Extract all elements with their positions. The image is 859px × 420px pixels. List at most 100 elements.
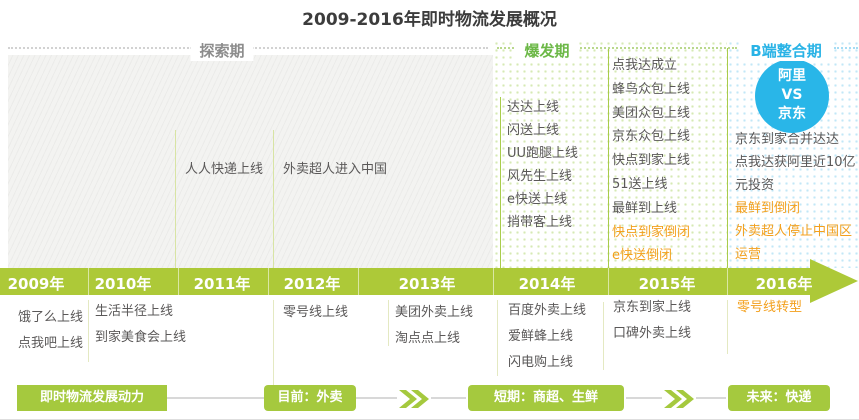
- event-item: 点我达成立: [612, 58, 678, 73]
- events-below-2016: 零号线转型: [737, 295, 802, 321]
- phase-label-exploration: 探索期: [190, 40, 254, 61]
- versus-top: 阿里: [778, 68, 806, 84]
- event-item-closed: 最鲜到倒闭: [735, 201, 801, 216]
- column-divider: [500, 97, 501, 268]
- flow-connector: [167, 397, 264, 399]
- dotted-leader: [834, 47, 858, 49]
- event-item: 零号线上线: [283, 305, 349, 320]
- timeline-arrowhead-icon: [810, 259, 858, 303]
- events-above-2012: 外卖超人进入中国: [283, 157, 387, 183]
- column-divider: [388, 300, 389, 346]
- phase-label-bside: B端整合期: [741, 40, 831, 61]
- event-item: 蜂鸟众包上线: [612, 81, 691, 97]
- event-item-closed: 快点到家倒闭: [612, 224, 691, 240]
- bar-divider: [358, 268, 359, 295]
- dotted-leader: [8, 47, 192, 49]
- dotted-leader: [497, 47, 737, 49]
- event-item: 生活半径上线: [95, 304, 174, 319]
- fast-forward-icon: [664, 390, 694, 412]
- event-item: 达达上线: [507, 100, 560, 115]
- year-label-2012: 2012年: [283, 275, 341, 293]
- event-item: 风先生上线: [507, 169, 573, 184]
- flow-label-box: 即时物流发展动力: [17, 385, 167, 411]
- event-item: 外卖超人进入中国: [283, 162, 388, 177]
- events-above-2015: 点我达成立 蜂鸟众包上线 美团众包上线 京东众包上线 快点到家上线 51送上线 …: [612, 54, 690, 268]
- events-below-2013: 美团外卖上线 淘点点上线: [395, 300, 473, 352]
- column-divider: [497, 300, 498, 376]
- event-item: 点我达获阿里近10亿元投资: [735, 155, 856, 193]
- exploration-region-bg: [8, 55, 493, 268]
- event-item: 美团众包上线: [612, 105, 691, 121]
- ali-vs-jd-badge: 阿里 VS 京东: [755, 59, 829, 133]
- event-item: 爱鲜蜂上线: [508, 329, 574, 344]
- burst-region-bg: [493, 40, 727, 268]
- events-above-2014: 达达上线 闪送上线 UU跑腿上线 风先生上线 e快送上线 捎带客上线: [507, 96, 578, 234]
- versus-bottom: 京东: [778, 106, 806, 122]
- events-above-2011: 人人快递上线: [185, 157, 263, 183]
- event-item: 百度外卖上线: [508, 303, 587, 318]
- event-item: 美团外卖上线: [395, 305, 474, 320]
- event-item: 快点到家上线: [612, 153, 691, 169]
- event-item: 京东到家合并达达: [735, 132, 840, 147]
- year-label-2013: 2013年: [398, 275, 456, 293]
- event-item-closed: 外卖超人停止中国区运营: [735, 224, 853, 262]
- flow-connector: [696, 397, 726, 399]
- year-label-2016: 2016年: [755, 275, 813, 293]
- flow-step-current: 目前：外卖: [264, 385, 356, 411]
- event-item: 捎带客上线: [507, 215, 573, 230]
- event-item: 口碑外卖上线: [613, 326, 692, 341]
- event-item: 京东到家上线: [613, 300, 692, 315]
- event-item: 淘点点上线: [395, 331, 461, 346]
- versus-mid: VS: [781, 87, 803, 103]
- year-label-2009: 2009年: [7, 275, 65, 293]
- bar-divider: [88, 268, 89, 295]
- event-item: UU跑腿上线: [507, 146, 579, 161]
- column-divider: [88, 300, 89, 362]
- phase-label-burst: 爆发期: [515, 40, 579, 61]
- year-label-2011: 2011年: [193, 275, 251, 293]
- event-item: e快送上线: [507, 192, 567, 207]
- year-label-2010: 2010年: [94, 275, 152, 293]
- event-item: 最鲜到上线: [612, 200, 678, 216]
- event-item: 人人快递上线: [185, 162, 264, 177]
- flow-step-future: 未来：快递: [728, 385, 830, 411]
- events-below-2012: 零号线上线: [283, 300, 348, 326]
- bar-divider: [268, 268, 269, 295]
- timeline-bar: [0, 268, 812, 295]
- column-divider: [608, 48, 609, 268]
- flow-step-short-term: 短期：商超、生鲜: [468, 385, 624, 411]
- year-label-2014: 2014年: [518, 275, 576, 293]
- events-below-2010: 生活半径上线 到家美食会上线: [95, 299, 186, 351]
- fast-forward-icon: [399, 390, 429, 412]
- bar-divider: [608, 268, 609, 295]
- event-item: 闪电购上线: [508, 355, 574, 370]
- event-item: 闪送上线: [507, 123, 560, 138]
- column-divider: [273, 300, 274, 388]
- events-below-2009: 饿了么上线 点我吧上线: [18, 305, 83, 357]
- bar-divider: [493, 268, 494, 295]
- column-divider: [603, 302, 604, 370]
- event-item-closed: e快送倒闭: [612, 248, 672, 264]
- dotted-leader: [252, 47, 488, 49]
- page-title: 2009-2016年即时物流发展概况: [302, 10, 557, 30]
- event-item: 51送上线: [612, 176, 668, 192]
- events-above-2016: 京东到家合并达达 点我达获阿里近10亿元投资 最鲜到倒闭 外卖超人停止中国区运营: [735, 128, 859, 266]
- year-label-2015: 2015年: [638, 275, 696, 293]
- events-below-2014: 百度外卖上线 爱鲜蜂上线 闪电购上线: [508, 298, 586, 376]
- event-item: 京东众包上线: [612, 129, 691, 145]
- event-item: 到家美食会上线: [95, 330, 187, 345]
- bar-divider: [727, 268, 728, 295]
- event-item: 点我吧上线: [18, 336, 84, 351]
- column-divider: [273, 130, 274, 268]
- column-divider: [727, 48, 728, 268]
- events-below-2015: 京东到家上线 口碑外卖上线: [613, 295, 691, 347]
- column-divider: [175, 130, 176, 268]
- event-item-closed: 零号线转型: [737, 300, 803, 315]
- flow-connector: [431, 397, 466, 399]
- flow-connector: [626, 397, 662, 399]
- column-divider: [727, 300, 728, 354]
- bar-divider: [178, 268, 179, 295]
- event-item: 饿了么上线: [18, 310, 84, 325]
- flow-connector: [356, 397, 397, 399]
